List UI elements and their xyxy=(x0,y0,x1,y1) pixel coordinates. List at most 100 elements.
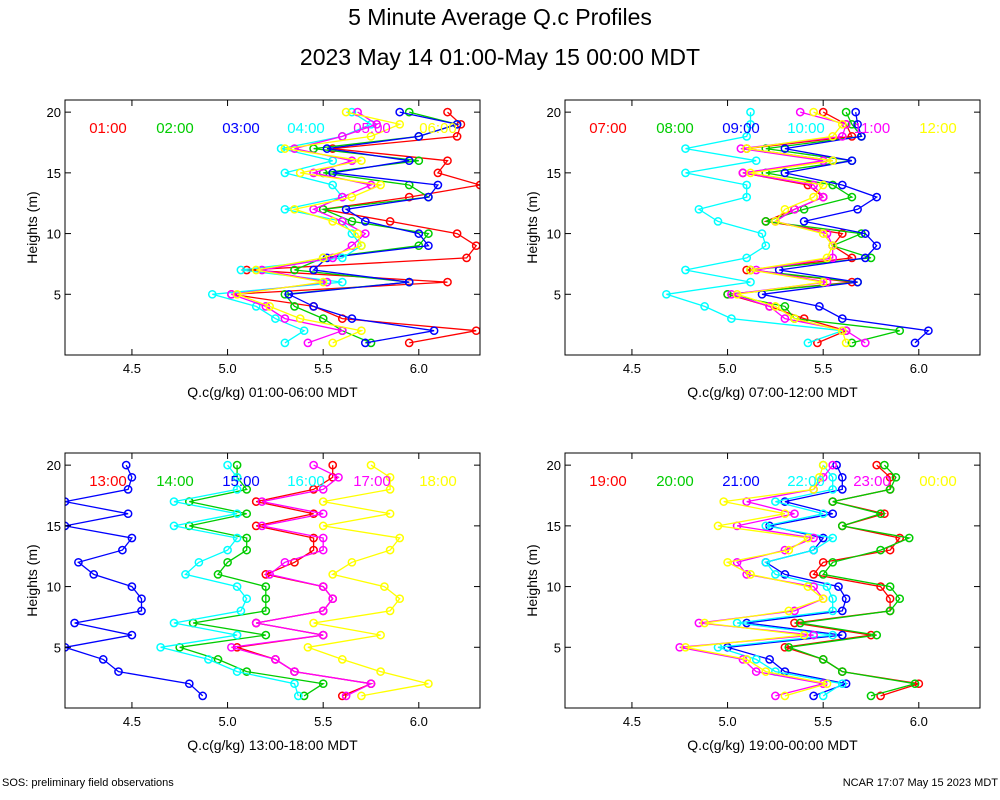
data-point xyxy=(914,679,924,689)
data-point xyxy=(809,180,818,190)
data-point xyxy=(828,460,838,470)
y-tick-label: 20 xyxy=(547,105,561,120)
data-point xyxy=(318,509,328,519)
data-point xyxy=(360,338,370,348)
data-point xyxy=(732,289,742,299)
data-point xyxy=(341,691,351,701)
data-point xyxy=(429,326,439,336)
data-point xyxy=(207,289,217,299)
data-point xyxy=(780,642,790,652)
data-point xyxy=(452,229,462,238)
data-point xyxy=(303,338,313,348)
series-line xyxy=(231,111,379,344)
data-point xyxy=(318,277,328,287)
series-20:00 xyxy=(784,460,920,701)
data-point xyxy=(232,630,242,640)
series-18:00 xyxy=(303,460,433,701)
data-point xyxy=(280,314,290,323)
data-point xyxy=(357,326,366,336)
data-point xyxy=(341,107,351,117)
data-point xyxy=(790,618,799,628)
legend-entry-08:00: 08:00 xyxy=(656,120,694,137)
data-point xyxy=(847,253,857,263)
data-point xyxy=(910,338,920,348)
data-point xyxy=(280,168,290,178)
y-axis-label: Heights (m) xyxy=(524,544,540,616)
data-point xyxy=(771,217,780,226)
y-axis-label: Heights (m) xyxy=(24,191,40,263)
data-point xyxy=(137,606,146,616)
data-point xyxy=(837,326,847,336)
data-point xyxy=(347,192,357,202)
data-point xyxy=(337,655,347,664)
data-point xyxy=(818,557,828,567)
data-point xyxy=(169,618,179,628)
legend-entry-09:00: 09:00 xyxy=(722,120,760,137)
data-point xyxy=(357,156,366,166)
data-point xyxy=(328,460,338,470)
series-21:00 xyxy=(723,460,851,701)
data-point xyxy=(328,338,338,348)
data-point xyxy=(828,472,838,482)
data-point xyxy=(841,594,851,604)
y-tick-label: 5 xyxy=(554,640,561,655)
page-title: 5 Minute Average Q.c Profiles xyxy=(348,4,652,30)
data-point xyxy=(232,582,242,591)
legend-entry-02:00: 02:00 xyxy=(156,120,194,137)
data-point xyxy=(318,606,328,616)
series-line xyxy=(727,464,849,697)
data-point xyxy=(395,119,405,129)
legend-entry-05:00: 05:00 xyxy=(353,120,391,137)
legend-entry-04:00: 04:00 xyxy=(287,120,325,137)
data-point xyxy=(242,545,252,555)
data-point xyxy=(771,497,780,506)
y-tick-label: 5 xyxy=(54,640,61,655)
data-point xyxy=(828,630,838,640)
series-12:00 xyxy=(732,107,851,348)
data-point xyxy=(746,107,755,117)
data-point xyxy=(719,497,729,506)
data-point xyxy=(818,691,828,701)
data-point xyxy=(818,594,828,604)
data-point xyxy=(751,667,761,676)
data-point xyxy=(127,533,137,543)
data-point xyxy=(841,338,851,348)
data-point xyxy=(904,533,914,543)
legend-entry-07:00: 07:00 xyxy=(589,120,627,137)
data-point xyxy=(385,509,395,519)
data-point xyxy=(681,265,690,275)
data-point xyxy=(809,570,818,579)
data-point xyxy=(261,630,271,640)
legend-entry-00:00: 00:00 xyxy=(919,473,957,490)
data-point xyxy=(251,618,261,628)
data-point xyxy=(227,642,236,652)
data-point xyxy=(742,265,752,275)
data-point xyxy=(784,642,794,652)
data-point xyxy=(837,667,847,676)
data-point xyxy=(123,485,133,494)
data-point xyxy=(700,618,709,628)
x-tick-label: 4.5 xyxy=(623,714,641,729)
data-point xyxy=(70,618,79,628)
data-point xyxy=(280,204,290,214)
footer-right-note: NCAR 17:07 May 15 2023 MDT xyxy=(842,777,998,789)
data-point xyxy=(761,241,771,251)
data-point xyxy=(818,533,828,543)
data-point xyxy=(837,679,847,689)
data-point xyxy=(727,314,736,323)
data-point xyxy=(742,144,752,153)
data-point xyxy=(828,253,838,263)
series-line xyxy=(307,464,429,697)
data-point xyxy=(414,241,424,251)
data-point xyxy=(347,217,357,226)
y-tick-label: 20 xyxy=(547,458,561,473)
legend-entry-06:00: 06:00 xyxy=(419,120,457,137)
data-point xyxy=(872,630,882,640)
x-tick-label: 4.5 xyxy=(623,361,641,376)
data-point xyxy=(876,545,885,555)
data-point xyxy=(780,314,790,323)
y-tick-label: 5 xyxy=(554,287,561,302)
data-point xyxy=(853,119,862,129)
data-point xyxy=(857,132,866,141)
x-tick-label: 4.5 xyxy=(123,361,141,376)
